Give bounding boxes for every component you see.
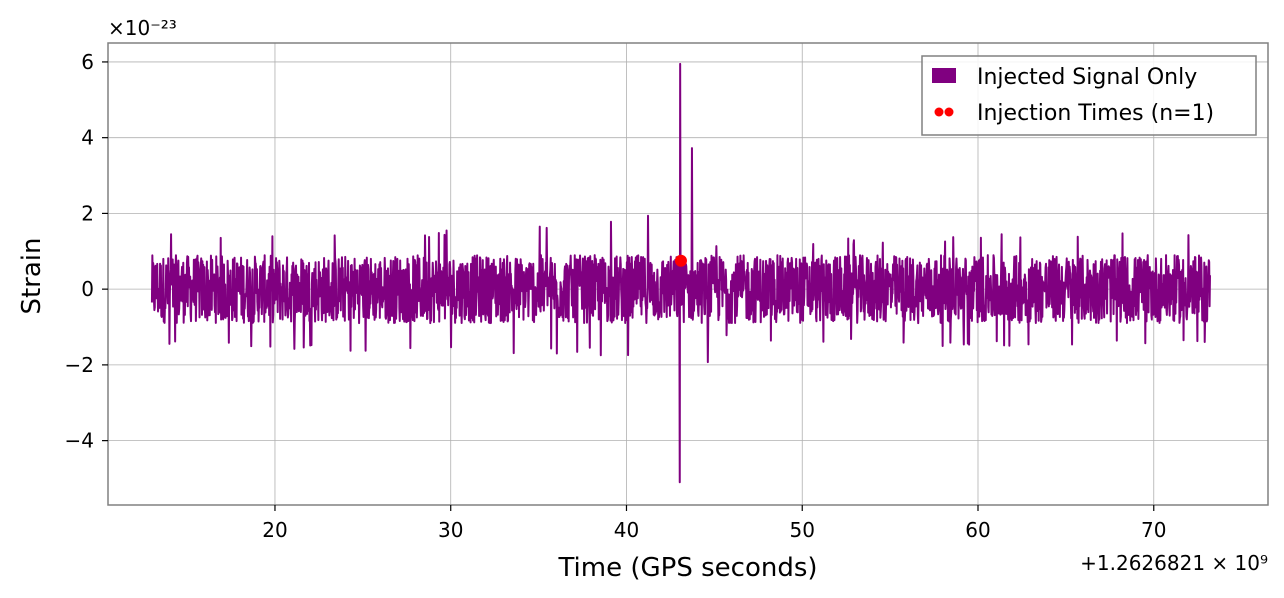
series-line-injected-signal	[150, 62, 1211, 484]
x-tick-label: 40	[614, 518, 639, 542]
x-tick-label: 30	[438, 518, 463, 542]
legend-marker-injection-times	[934, 107, 944, 117]
y-tick-label: 0	[81, 277, 94, 301]
legend-swatch-injected-signal	[932, 68, 956, 83]
injection-time-point	[674, 254, 687, 267]
x-tick-label: 60	[965, 518, 990, 542]
y-tick-label: −4	[65, 429, 94, 453]
y-scale-label: ×10⁻²³	[108, 16, 177, 40]
x-axis-label: Time (GPS seconds)	[557, 553, 817, 583]
x-offset-label: +1.2626821 × 10⁹	[1080, 551, 1268, 575]
y-tick-label: −2	[65, 353, 94, 377]
legend-marker-injection-times	[944, 107, 954, 117]
x-tick-label: 50	[790, 518, 815, 542]
x-tick-label: 20	[262, 518, 287, 542]
y-tick-label: 6	[81, 50, 94, 74]
y-axis-label: Strain	[17, 237, 47, 314]
legend-box	[921, 55, 1257, 136]
legend: Injected Signal Only Injection Times (n=…	[921, 55, 1257, 136]
x-tick-label: 70	[1141, 518, 1166, 542]
axis-ticks: 20 30 40 50 60 70 −4 −2 0 2 4 6	[65, 50, 1167, 542]
y-tick-label: 4	[81, 126, 94, 150]
legend-label-injection-times: Injection Times (n=1)	[977, 101, 1214, 126]
plot-frame	[107, 42, 1269, 506]
legend-label-injected-signal: Injected Signal Only	[977, 65, 1197, 90]
y-tick-label: 2	[81, 201, 94, 225]
plot-series	[150, 62, 1211, 484]
